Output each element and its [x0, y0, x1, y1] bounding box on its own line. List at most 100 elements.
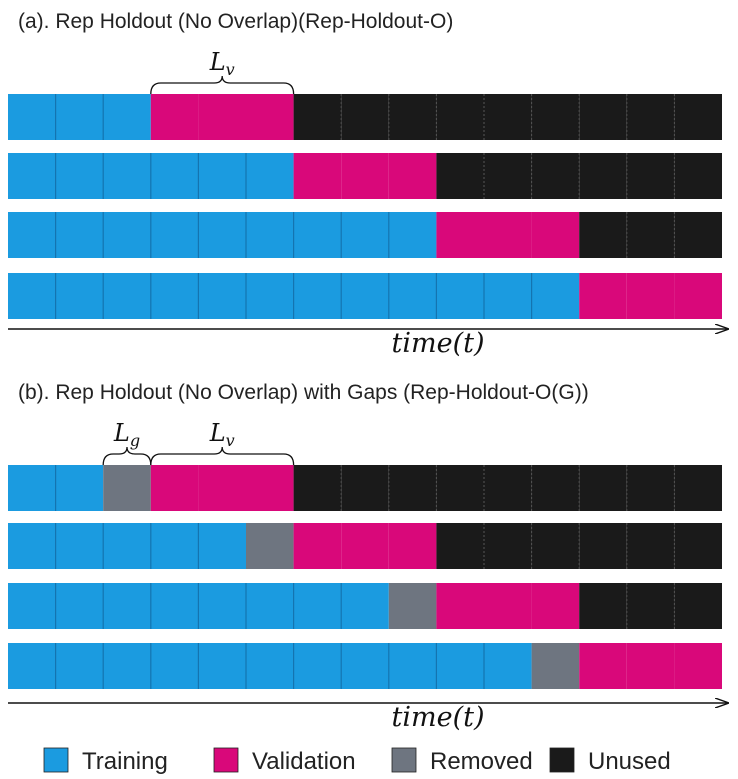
- unused-block: [341, 94, 389, 140]
- brace-label: Lv: [209, 419, 235, 450]
- unused-block: [579, 523, 627, 569]
- brace-label: Lv: [209, 48, 235, 79]
- training-block: [103, 523, 151, 569]
- training-block: [55, 643, 104, 689]
- training-block: [484, 273, 532, 319]
- training-block: [8, 523, 56, 569]
- unused-block: [674, 94, 722, 140]
- unused-block: [531, 465, 580, 511]
- panel-a-axis-label: time(t): [392, 328, 485, 359]
- panel-b-time-axis: time(t): [8, 702, 728, 733]
- training-block: [150, 153, 199, 199]
- training-block: [8, 212, 56, 258]
- split-row: [8, 94, 722, 140]
- unused-block: [484, 94, 532, 140]
- unused-block: [626, 153, 675, 199]
- unused-block: [579, 153, 627, 199]
- training-block: [8, 583, 56, 629]
- validation-block: [341, 523, 389, 569]
- unused-block: [674, 212, 722, 258]
- training-block: [8, 153, 56, 199]
- validation-block: [293, 523, 342, 569]
- unused-block: [579, 465, 627, 511]
- panel-b: (b). Rep Holdout (No Overlap) with Gaps …: [8, 381, 728, 733]
- validation-block: [674, 643, 722, 689]
- unused-block: [293, 94, 342, 140]
- legend-item-unused: Unused: [549, 747, 671, 775]
- legend-label: Validation: [252, 748, 356, 775]
- training-block: [246, 273, 294, 319]
- split-row: [8, 153, 722, 199]
- validation-block: [388, 523, 437, 569]
- removed-block: [103, 465, 151, 511]
- training-block: [198, 583, 246, 629]
- training-block: [150, 212, 199, 258]
- unused-block: [531, 94, 580, 140]
- training-block: [198, 153, 246, 199]
- validation-block: [341, 153, 389, 199]
- removed-block: [531, 643, 580, 689]
- legend-label: Removed: [430, 748, 533, 775]
- training-block: [341, 273, 389, 319]
- unused-block: [293, 465, 342, 511]
- unused-block: [674, 523, 722, 569]
- training-block: [103, 94, 151, 140]
- training-block: [341, 583, 389, 629]
- brace-path: [102, 446, 152, 466]
- panel-a-time-axis: time(t): [8, 328, 728, 359]
- training-block: [246, 212, 294, 258]
- training-block: [103, 643, 151, 689]
- training-block: [293, 643, 342, 689]
- unused-block: [436, 94, 484, 140]
- removed-block: [246, 523, 294, 569]
- training-block: [198, 212, 246, 258]
- training-block: [8, 273, 56, 319]
- validation-block: [198, 94, 246, 140]
- training-block: [150, 583, 199, 629]
- training-block: [484, 643, 532, 689]
- legend: Training Validation Removed Unused: [43, 747, 671, 775]
- unused-block: [341, 465, 389, 511]
- training-block: [103, 212, 151, 258]
- unused-block: [484, 153, 532, 199]
- brace-path: [150, 75, 295, 95]
- training-block: [150, 273, 199, 319]
- validation-block: [531, 212, 580, 258]
- unused-block: [579, 583, 627, 629]
- training-block: [8, 465, 56, 511]
- training-block: [55, 583, 104, 629]
- training-block: [388, 273, 437, 319]
- legend-item-removed: Removed: [391, 747, 533, 775]
- training-block: [55, 153, 104, 199]
- training-block: [55, 465, 104, 511]
- legend-label: Unused: [588, 748, 671, 775]
- unused-block: [436, 153, 484, 199]
- training-block: [103, 153, 151, 199]
- validation-block: [626, 273, 675, 319]
- brace-path: [150, 446, 295, 466]
- removed-block: [388, 583, 437, 629]
- unused-block: [531, 153, 580, 199]
- training-block: [341, 643, 389, 689]
- training-block: [246, 153, 294, 199]
- panel-a: (a). Rep Holdout (No Overlap)(Rep-Holdou…: [8, 10, 728, 359]
- unused-block: [388, 94, 437, 140]
- gap-and-validation-braces: Lg Lv: [102, 419, 295, 466]
- training-block: [246, 583, 294, 629]
- validation-block: [150, 94, 199, 140]
- training-block: [388, 212, 437, 258]
- unused-block: [436, 523, 484, 569]
- unused-block: [484, 523, 532, 569]
- unused-block: [388, 465, 437, 511]
- training-block: [198, 643, 246, 689]
- unused-block: [626, 523, 675, 569]
- training-block: [531, 273, 580, 319]
- training-block: [55, 273, 104, 319]
- unused-block: [626, 94, 675, 140]
- split-row: [8, 523, 722, 569]
- training-block: [150, 523, 199, 569]
- training-block: [341, 212, 389, 258]
- training-block: [293, 273, 342, 319]
